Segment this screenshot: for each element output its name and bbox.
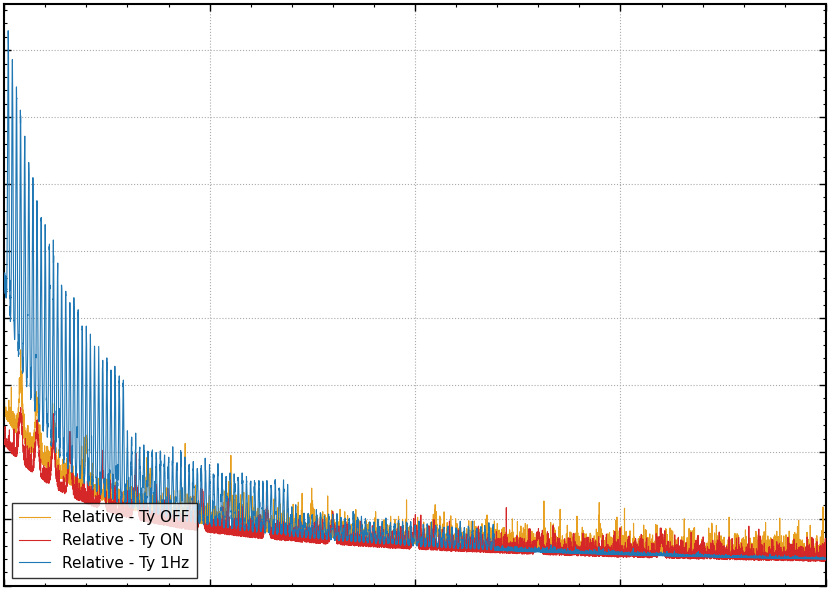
Legend: Relative - Ty OFF, Relative - Ty ON, Relative - Ty 1Hz: Relative - Ty OFF, Relative - Ty ON, Rel… (12, 503, 198, 578)
Line: Relative - Ty OFF: Relative - Ty OFF (5, 350, 826, 558)
Relative - Ty OFF (297, 526, 307, 533)
Relative - Ty 1Hz (41, 323, 51, 330)
Relative - Ty 1Hz (608, 550, 618, 558)
Relative - Ty 1Hz (821, 555, 830, 562)
Relative - Ty OFF (16, 346, 26, 353)
Relative - Ty ON (817, 558, 827, 565)
Relative - Ty OFF (0, 397, 10, 404)
Relative - Ty ON (486, 537, 496, 545)
Relative - Ty 1Hz (3, 27, 13, 34)
Relative - Ty OFF (821, 555, 830, 562)
Relative - Ty ON (41, 477, 51, 484)
Relative - Ty ON (0, 436, 10, 443)
Relative - Ty 1Hz (486, 545, 496, 552)
Relative - Ty 1Hz (297, 533, 307, 540)
Relative - Ty ON (521, 548, 531, 555)
Relative - Ty 1Hz (521, 548, 531, 555)
Relative - Ty ON (608, 545, 618, 552)
Relative - Ty OFF (486, 543, 496, 550)
Relative - Ty 1Hz (0, 284, 10, 291)
Relative - Ty 1Hz (652, 550, 662, 557)
Relative - Ty OFF (608, 545, 618, 552)
Relative - Ty OFF (521, 544, 531, 551)
Line: Relative - Ty 1Hz: Relative - Ty 1Hz (5, 31, 826, 559)
Relative - Ty ON (652, 552, 662, 559)
Relative - Ty ON (16, 404, 26, 411)
Relative - Ty OFF (652, 526, 662, 533)
Relative - Ty ON (821, 555, 830, 562)
Line: Relative - Ty ON: Relative - Ty ON (5, 408, 826, 562)
Relative - Ty OFF (41, 457, 51, 464)
Relative - Ty ON (297, 533, 307, 540)
